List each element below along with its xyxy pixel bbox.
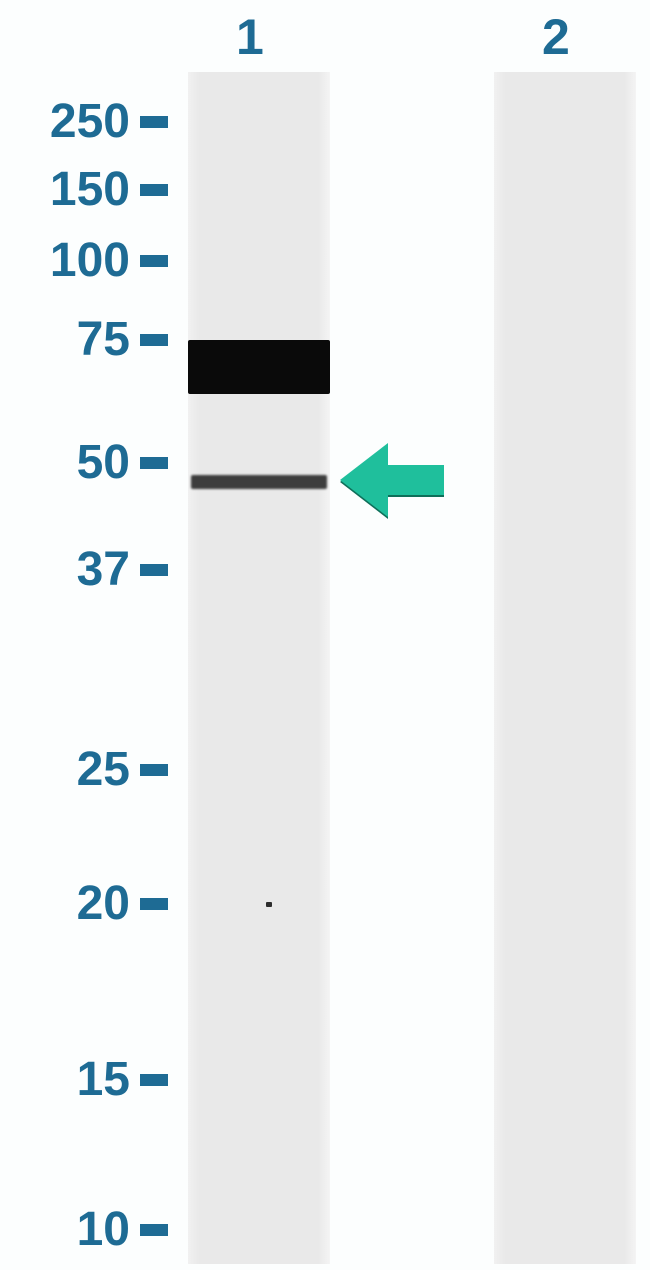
target-arrow-head <box>340 443 388 517</box>
target-arrow-tail <box>386 465 444 495</box>
blot-canvas: 1225015010075503725201510 <box>0 0 650 1270</box>
target-arrow <box>0 0 650 1270</box>
